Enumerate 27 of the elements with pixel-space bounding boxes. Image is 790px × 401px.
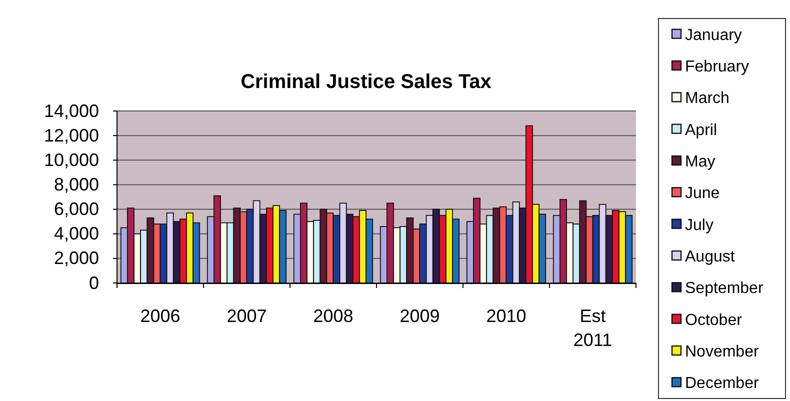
x-tick-label: 2008 [313, 306, 354, 326]
chart-title: Criminal Justice Sales Tax [240, 71, 492, 93]
legend-label: October [685, 312, 743, 329]
legend-label: May [685, 154, 716, 170]
legend-label: September [685, 280, 764, 298]
y-tick-label: 6,000 [54, 199, 99, 220]
x-tick-label: 2010 [486, 306, 526, 326]
x-tick-label: 2009 [400, 306, 440, 326]
y-tick-label: 0 [88, 272, 99, 293]
y-tick-label: 10,000 [44, 150, 99, 170]
legend-label: November [685, 344, 760, 360]
legend-label: December [685, 375, 760, 392]
y-tick-label: 12,000 [44, 125, 99, 146]
y-tick-label: 14,000 [44, 100, 99, 121]
legend-label: April [685, 122, 718, 139]
legend-label: March [685, 90, 730, 108]
y-tick-label: 8,000 [54, 174, 99, 194]
legend-label: August [685, 248, 736, 266]
legend-label: July [685, 216, 714, 234]
x-tick-label: Est 2011 [573, 306, 612, 350]
x-tick-label: 2007 [226, 306, 267, 326]
legend-label: June [685, 185, 720, 202]
legend-label: January [685, 26, 742, 44]
y-tick-label: 2,000 [54, 248, 99, 268]
legend-label: February [685, 58, 750, 76]
x-tick-label: 2006 [140, 306, 180, 326]
y-tick-label: 4,000 [54, 224, 99, 244]
